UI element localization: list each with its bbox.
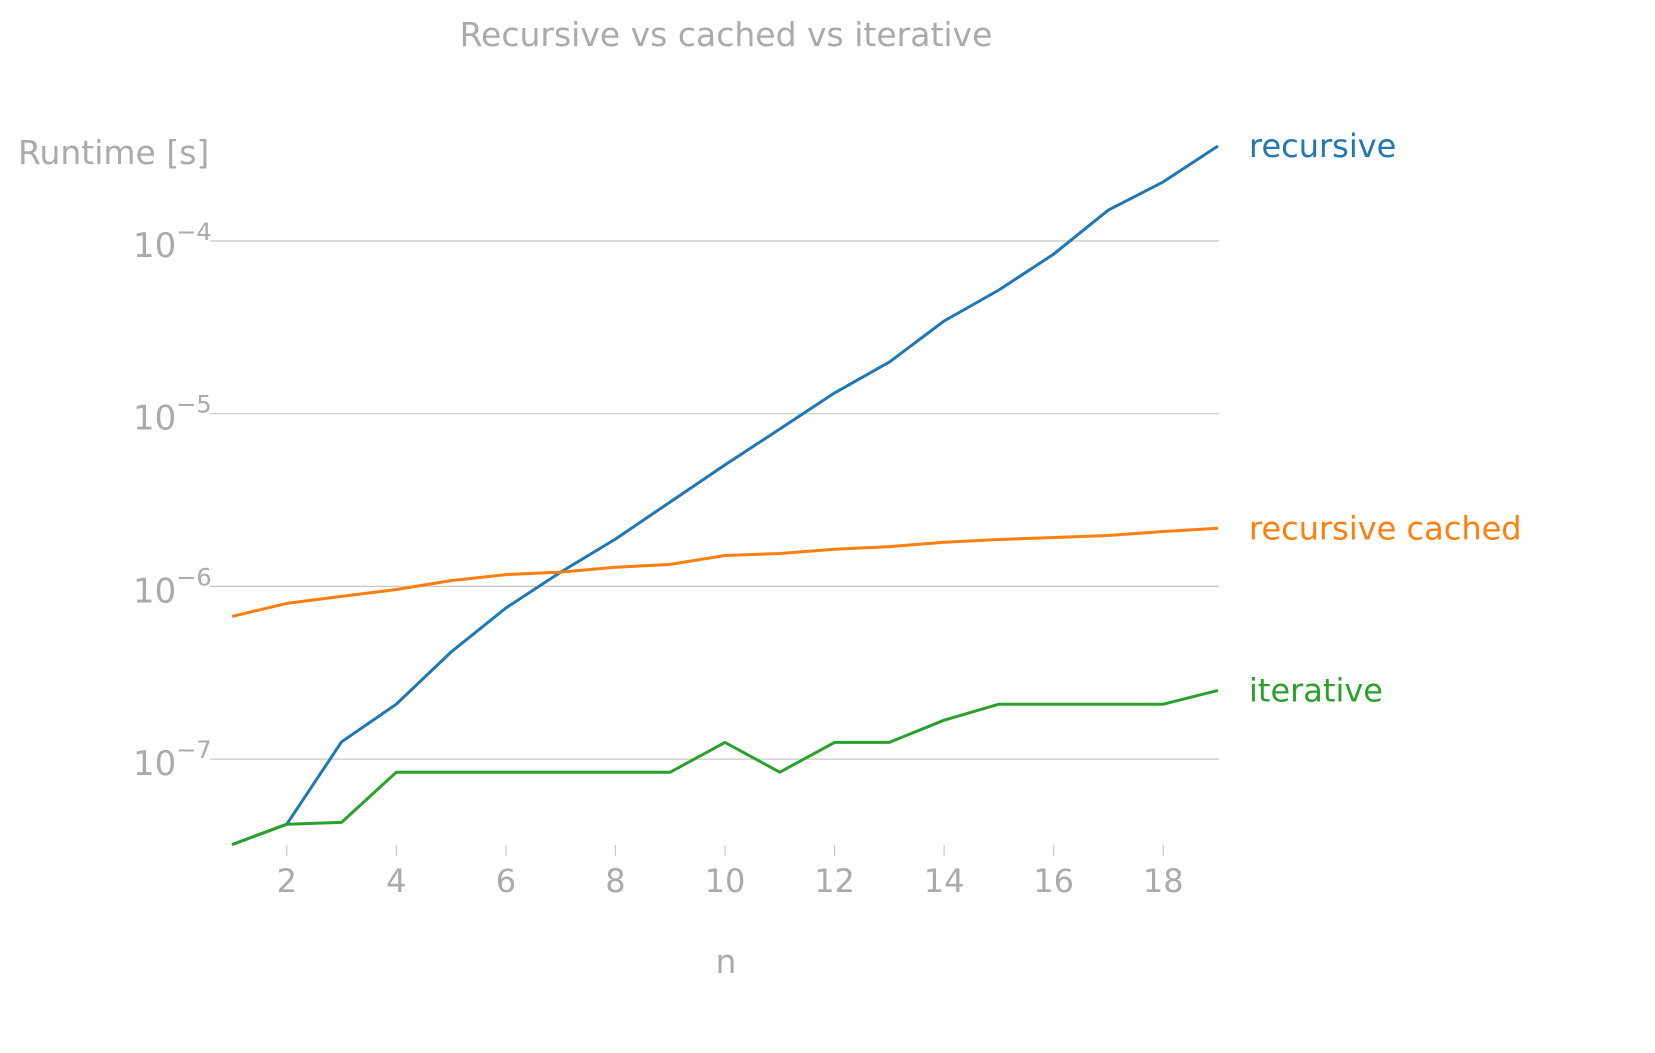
series-labels: recursive recursive cached iterative — [1249, 127, 1522, 709]
y-tick-label: 10−4 — [133, 218, 212, 266]
x-tick-label: 4 — [386, 862, 406, 900]
y-tick-label: 10−5 — [133, 391, 212, 439]
x-tick-label: 2 — [277, 862, 297, 900]
y-tick-label: 10−6 — [133, 563, 212, 611]
gridlines — [210, 240, 1219, 760]
series-label: recursive cached — [1249, 509, 1522, 547]
x-tick-label: 18 — [1143, 862, 1184, 900]
x-tick-label: 6 — [496, 862, 516, 900]
x-tick-label: 14 — [924, 862, 965, 900]
x-tick-label: 12 — [814, 862, 855, 900]
series-label: recursive — [1249, 127, 1396, 165]
y-axis-label: Runtime [s] — [18, 133, 209, 172]
series-line-iterative — [231, 688, 1219, 847]
series-line-recursive-cached — [231, 526, 1219, 618]
x-ticks: 2 4 6 8 10 12 14 16 18 — [277, 845, 1184, 900]
x-tick-label: 10 — [705, 862, 746, 900]
series-lines — [231, 144, 1219, 847]
chart-title: Recursive vs cached vs iterative — [460, 15, 993, 54]
x-axis-label: n — [716, 942, 737, 981]
series-line-recursive — [231, 144, 1219, 847]
y-tick-labels: 10−7 10−6 10−5 10−4 — [133, 218, 212, 784]
series-label: iterative — [1249, 671, 1383, 709]
x-tick-label: 16 — [1033, 862, 1074, 900]
y-tick-label: 10−7 — [133, 736, 212, 784]
x-tick-label: 8 — [605, 862, 625, 900]
